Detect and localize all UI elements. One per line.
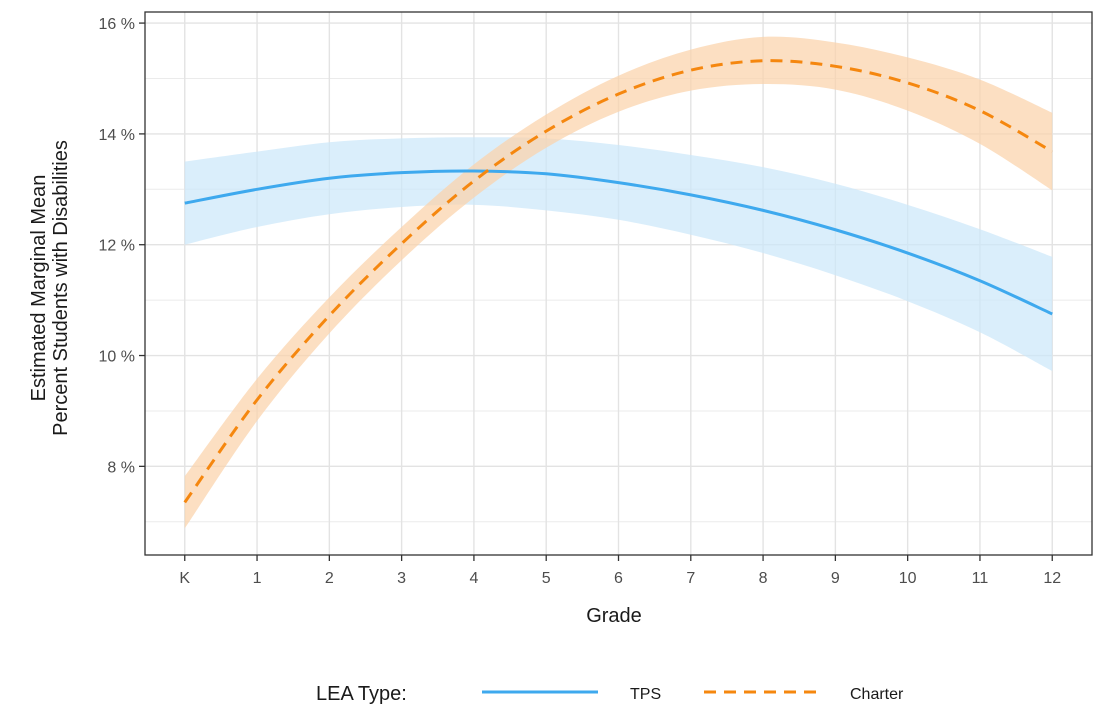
x-tick-label: 7 (686, 570, 695, 587)
grid-layer (145, 12, 1092, 555)
legend-title: LEA Type: (316, 683, 407, 705)
x-tick-label: 8 (759, 570, 768, 587)
x-tick-label: 4 (469, 570, 478, 587)
axes: 8 %10 %12 %14 %16 %K 1 2 3 4 5 6 7 8 9 10 11 12 (99, 16, 1062, 587)
x-tick-label: 10 (899, 570, 917, 587)
confidence-band-charter (184, 36, 1053, 529)
x-tick-label: 6 (614, 570, 623, 587)
confidence-bands (184, 36, 1053, 529)
y-tick-label: 10 % (99, 349, 135, 366)
y-axis-title-line-2: Percent Students with Disabilities (50, 140, 72, 436)
x-tick-label: 11 (972, 570, 989, 587)
y-tick-label: 16 % (99, 16, 135, 33)
x-tick-label: 5 (542, 570, 551, 587)
legend-label-tps: TPS (630, 686, 661, 703)
x-tick-label: 9 (831, 570, 840, 587)
series-lines (183, 59, 1053, 504)
y-axis-title: Estimated Marginal Mean Percent Students… (28, 140, 72, 436)
confidence-band-tps (184, 137, 1053, 372)
x-tick-label: 12 (1043, 570, 1061, 587)
x-tick-label: K (179, 570, 190, 587)
y-tick-label: 14 % (99, 127, 135, 144)
y-tick-label: 8 % (107, 459, 135, 476)
x-tick-label: 2 (325, 570, 334, 587)
legend: LEA Type: TPS Charter (316, 683, 904, 705)
x-axis-title: Grade (586, 605, 642, 627)
y-tick-label: 12 % (99, 238, 135, 255)
legend-label-charter: Charter (850, 686, 904, 703)
x-tick-label: 1 (253, 570, 262, 587)
y-axis-title-line-1: Estimated Marginal Mean (28, 175, 50, 402)
x-tick-label: 3 (397, 570, 406, 587)
